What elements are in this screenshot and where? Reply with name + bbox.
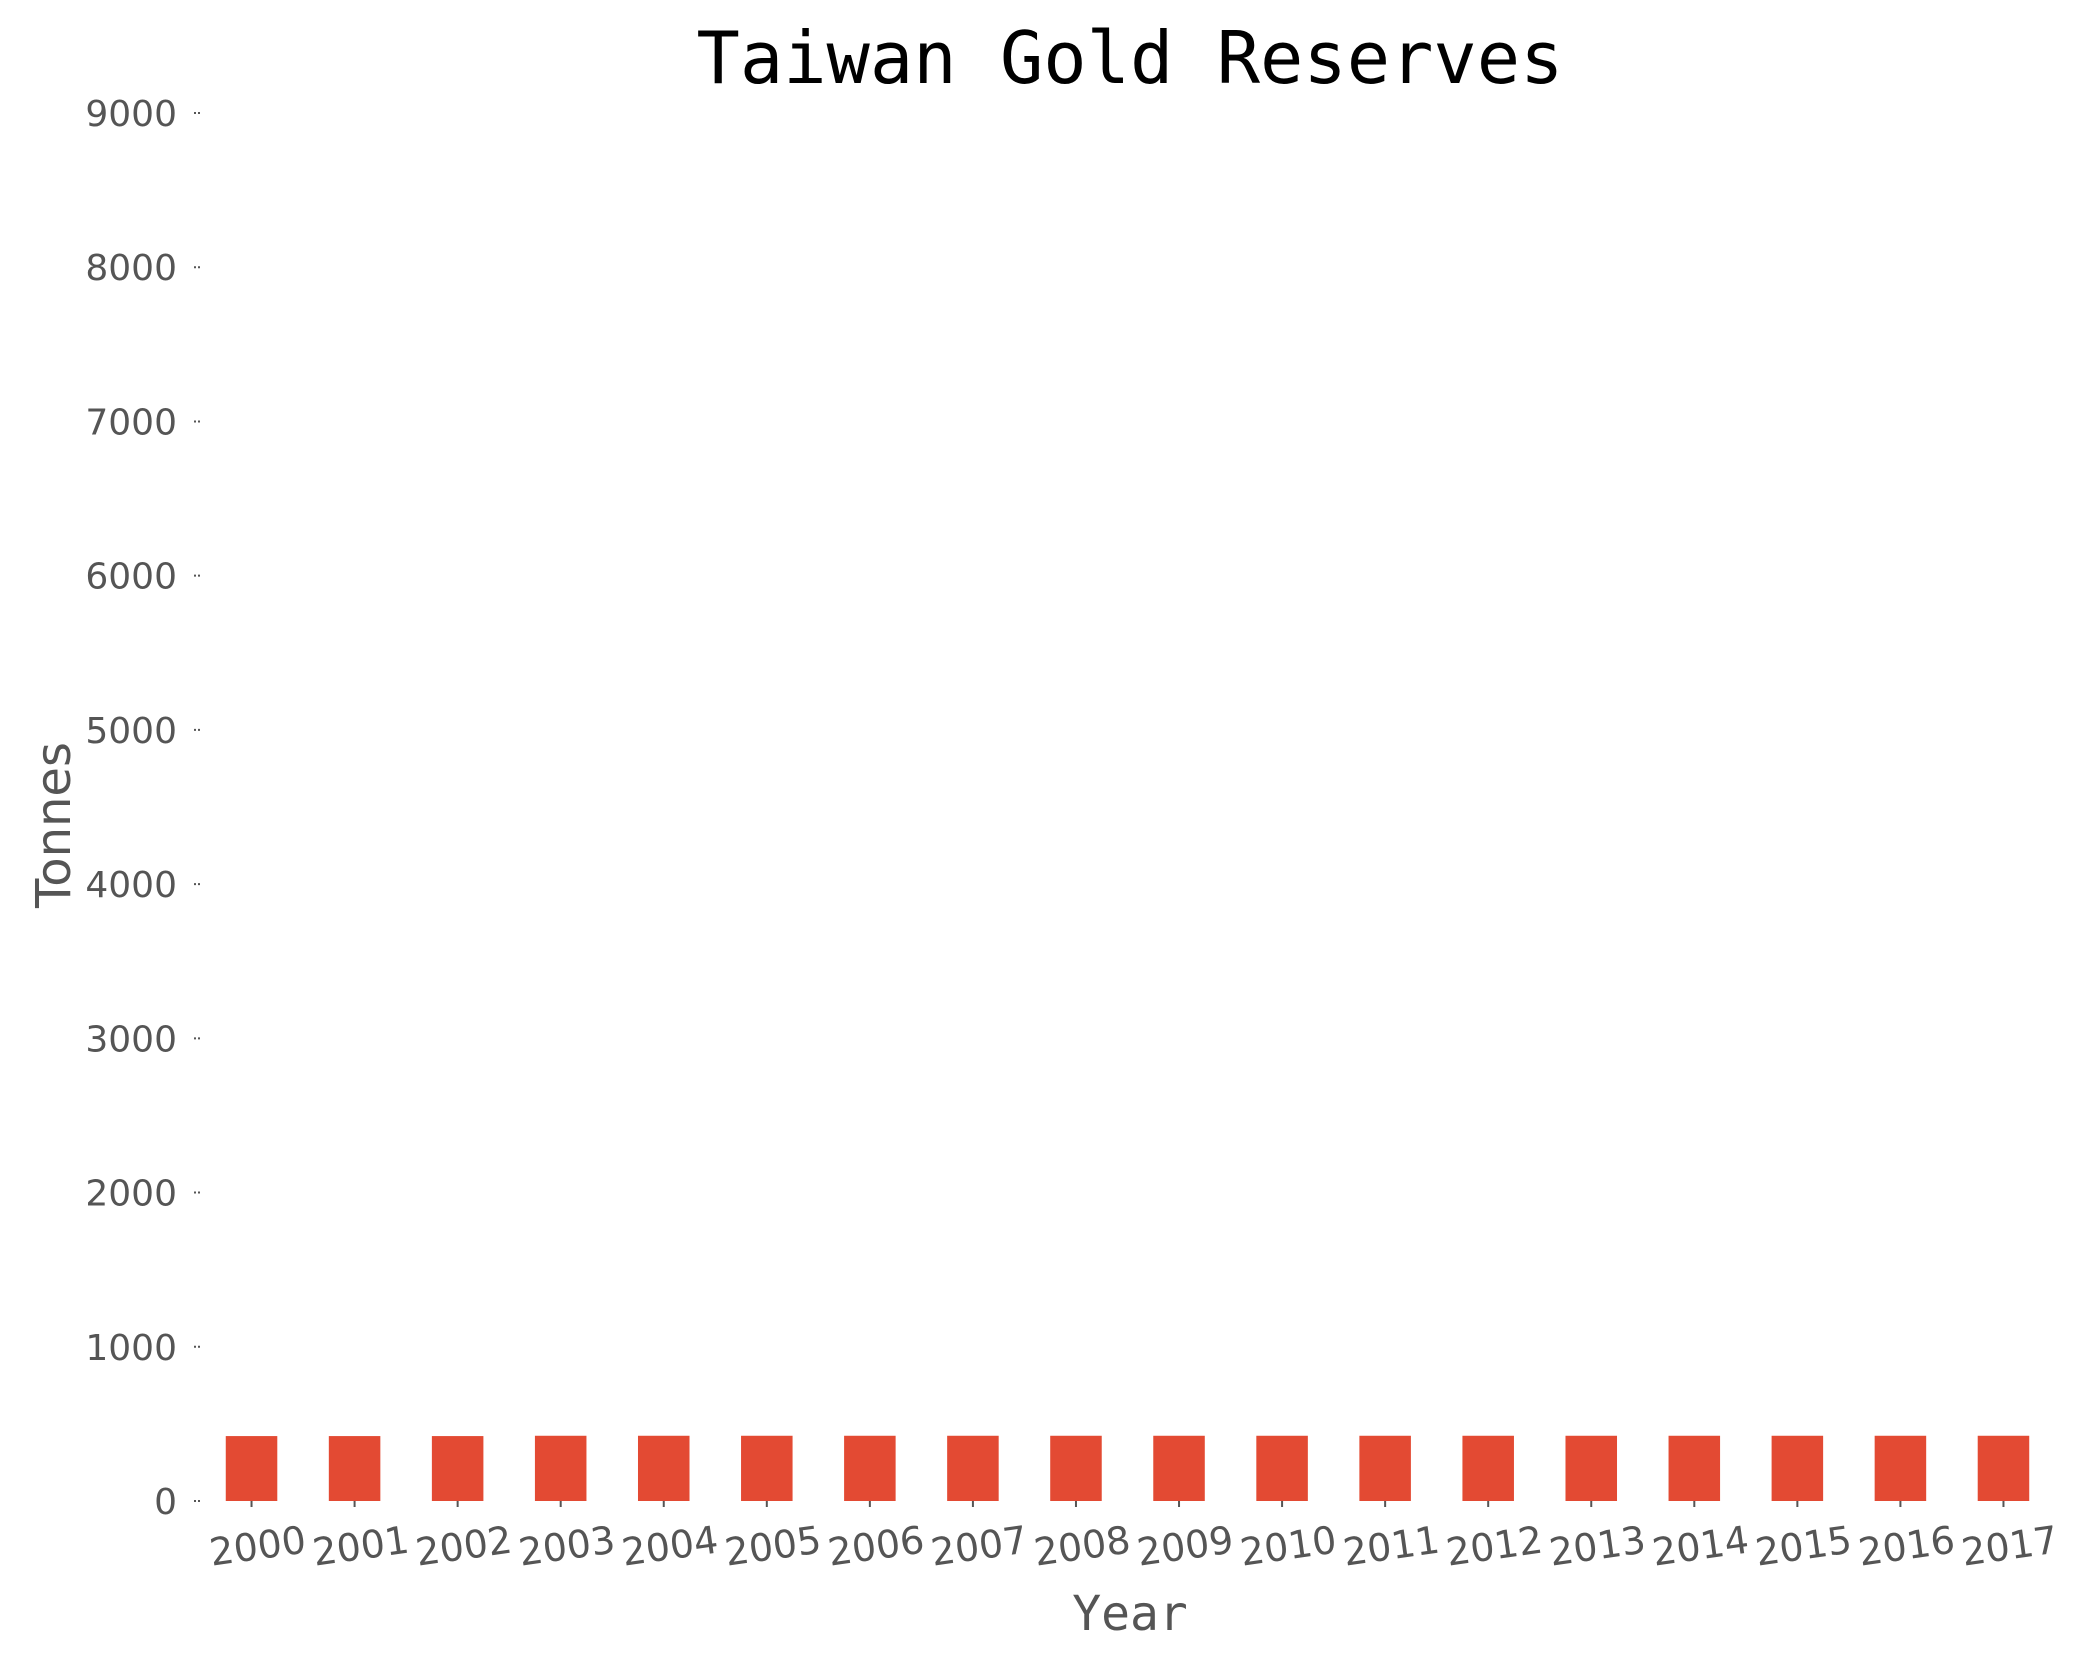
x-axis-label: Year <box>1072 1586 1188 1642</box>
y-tick-label: 9000 <box>85 94 177 135</box>
y-tick-label: 7000 <box>85 402 177 443</box>
x-tick-label: 2005 <box>722 1518 824 1575</box>
bar-2008 <box>1050 1435 1102 1501</box>
bar-2006 <box>844 1435 896 1501</box>
bar-2013 <box>1565 1435 1618 1501</box>
bar-2004 <box>637 1435 690 1501</box>
x-tick-label: 2002 <box>413 1518 515 1575</box>
x-tick-label: 2010 <box>1237 1518 1339 1575</box>
bar-2012 <box>1462 1435 1514 1501</box>
bar-2003 <box>534 1435 587 1501</box>
bar-2007 <box>947 1435 999 1501</box>
x-tick-label: 2004 <box>619 1518 721 1575</box>
x-tick-label: 2008 <box>1031 1518 1133 1575</box>
y-tick-label: 6000 <box>85 557 177 598</box>
x-tick-label: 2012 <box>1443 1518 1545 1575</box>
bar-2005 <box>741 1435 793 1501</box>
bar-2002 <box>431 1436 484 1501</box>
bar-2014 <box>1668 1435 1721 1501</box>
bar-2017 <box>1977 1435 2030 1501</box>
bar-2009 <box>1153 1435 1205 1501</box>
y-tick-label: 3000 <box>85 1019 177 1060</box>
bar-2011 <box>1359 1435 1411 1501</box>
y-tick-label: 8000 <box>85 248 177 289</box>
x-tick-label: 2006 <box>825 1518 927 1575</box>
chart-title: Taiwan Gold Reserves <box>697 16 1564 100</box>
x-tick-label: 2015 <box>1753 1518 1855 1575</box>
x-tick-label: 2014 <box>1650 1518 1752 1575</box>
x-tick-label: 2003 <box>516 1518 618 1575</box>
x-tick-label: 2001 <box>310 1518 412 1575</box>
bar-2010 <box>1256 1435 1308 1501</box>
bar-2000 <box>225 1436 278 1501</box>
x-tick-label: 2013 <box>1546 1518 1648 1575</box>
y-axis-label: Tonnes <box>26 742 82 909</box>
x-tick-label: 2009 <box>1134 1518 1236 1575</box>
x-tick-label: 2007 <box>928 1518 1030 1575</box>
y-axis: 0 1000 2000 3000 4000 5000 6000 7000 8000 9000 <box>85 94 202 1523</box>
x-tick-label: 2016 <box>1856 1518 1958 1575</box>
y-tick-label: 5000 <box>85 711 177 752</box>
x-tick-label: 2017 <box>1959 1518 2061 1575</box>
x-axis: 2000 2001 2002 2003 2004 2005 2006 2007 2008 2009… <box>207 1501 2061 1575</box>
y-tick-label: 0 <box>154 1482 177 1523</box>
bars <box>225 1435 2030 1501</box>
y-tick-label: 2000 <box>85 1174 177 1215</box>
x-tick-label: 2000 <box>207 1518 309 1575</box>
bar-2015 <box>1771 1435 1824 1501</box>
bar-2001 <box>328 1436 381 1501</box>
y-tick-label: 1000 <box>85 1328 177 1369</box>
x-tick-label: 2011 <box>1340 1518 1442 1575</box>
bar-2016 <box>1874 1435 1927 1501</box>
y-tick-label: 4000 <box>85 865 177 906</box>
